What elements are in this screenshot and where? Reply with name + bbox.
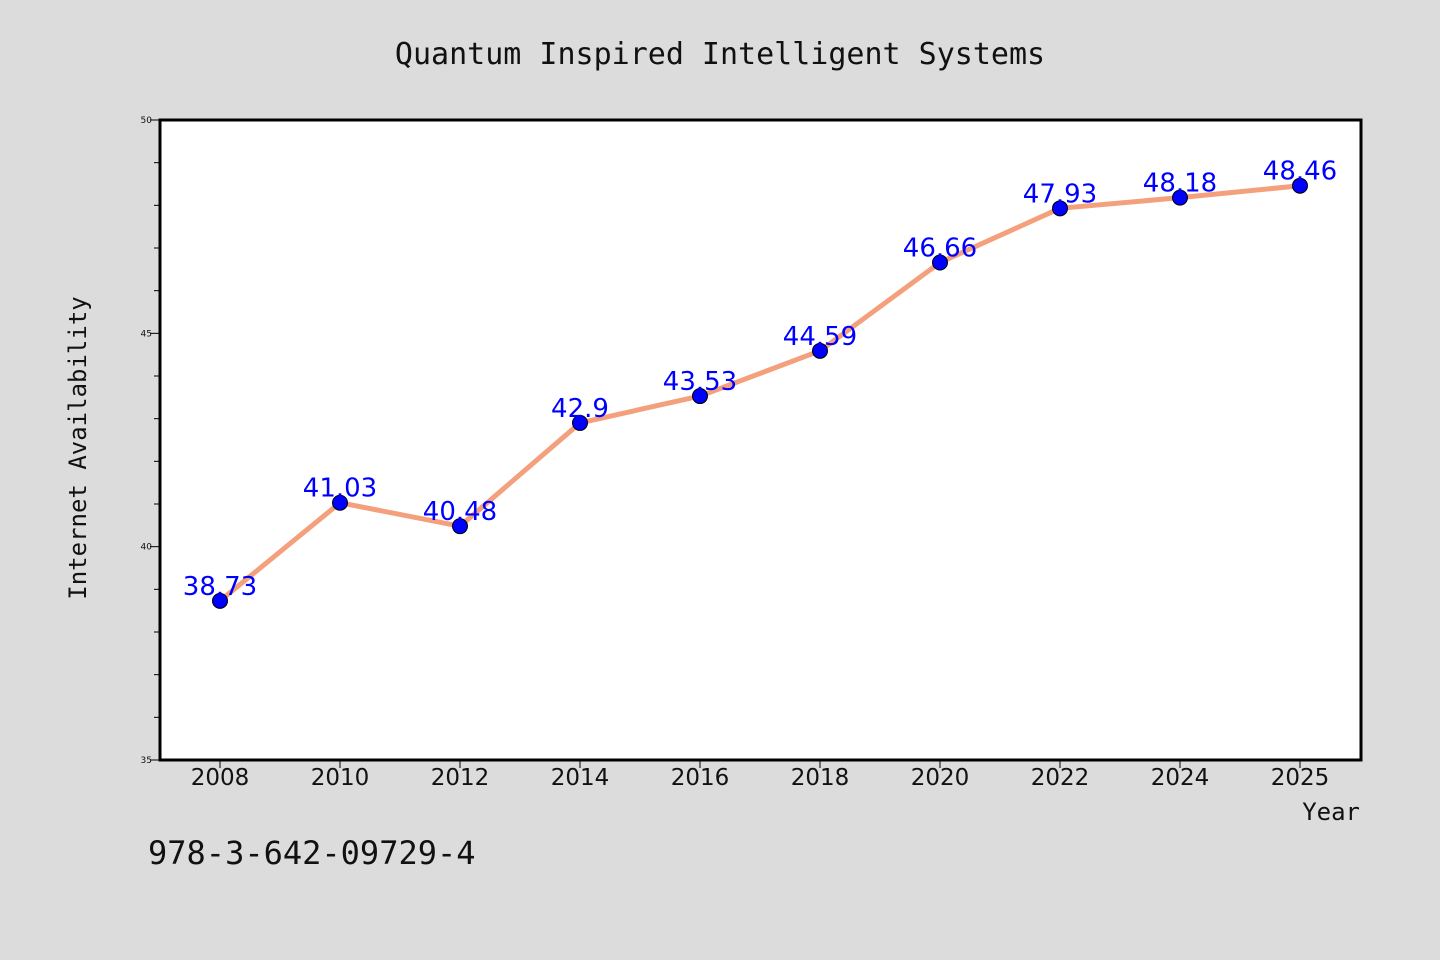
data-label: 48.18 — [1143, 169, 1217, 199]
y-axis-label: Internet Availability — [64, 296, 92, 599]
y-tick-label: 35 — [141, 756, 152, 766]
series-line — [218, 183, 1301, 603]
footnote-isbn: 978-3-642-09729-4 — [148, 834, 476, 872]
data-label: 43.53 — [663, 367, 737, 397]
y-tick-label: 45 — [141, 329, 152, 339]
y-tick-label: 50 — [141, 116, 153, 126]
x-tick-label: 2022 — [1031, 765, 1090, 791]
data-label-layer: 38.73 41.03 40.48 42.9 43.53 44.59 46.66 47.93 4… — [183, 157, 1337, 602]
chart-title: Quantum Inspired Intelligent Systems — [395, 37, 1045, 72]
x-axis: 2008 2010 2012 2014 2016 2018 2020 2022 2024 2025 — [191, 760, 1330, 791]
x-tick-label: 2010 — [311, 765, 370, 791]
x-tick-label: 2016 — [671, 765, 730, 791]
data-label: 40.48 — [423, 497, 497, 527]
x-tick-label: 2012 — [431, 765, 490, 791]
data-label: 46.66 — [903, 234, 977, 264]
x-tick-label: 2018 — [791, 765, 850, 791]
data-point — [452, 518, 468, 535]
data-point — [572, 414, 588, 431]
plot-area — [158, 118, 1363, 762]
data-point — [692, 388, 708, 405]
data-point — [1172, 189, 1188, 206]
y-tick-label: 40 — [141, 543, 153, 553]
data-point — [332, 494, 348, 511]
y-axis: 35 40 45 50 — [141, 116, 160, 766]
data-point — [812, 342, 828, 359]
data-point — [1052, 200, 1068, 217]
x-tick-label: 2025 — [1271, 765, 1330, 791]
x-tick-label: 2024 — [1151, 765, 1210, 791]
data-label: 48.46 — [1263, 157, 1337, 187]
data-label: 42.9 — [551, 394, 609, 424]
data-label: 44.59 — [783, 322, 857, 352]
x-tick-label: 2014 — [551, 765, 610, 791]
data-point — [1292, 177, 1308, 194]
data-point — [212, 592, 228, 609]
data-point — [932, 254, 948, 271]
x-tick-label: 2020 — [911, 765, 970, 791]
data-label: 38.73 — [183, 572, 257, 602]
data-label: 41.03 — [303, 474, 377, 504]
x-axis-label: Year — [1302, 798, 1360, 826]
x-tick-label: 2008 — [191, 765, 250, 791]
data-label: 47.93 — [1023, 179, 1097, 209]
series-layer — [212, 177, 1308, 609]
